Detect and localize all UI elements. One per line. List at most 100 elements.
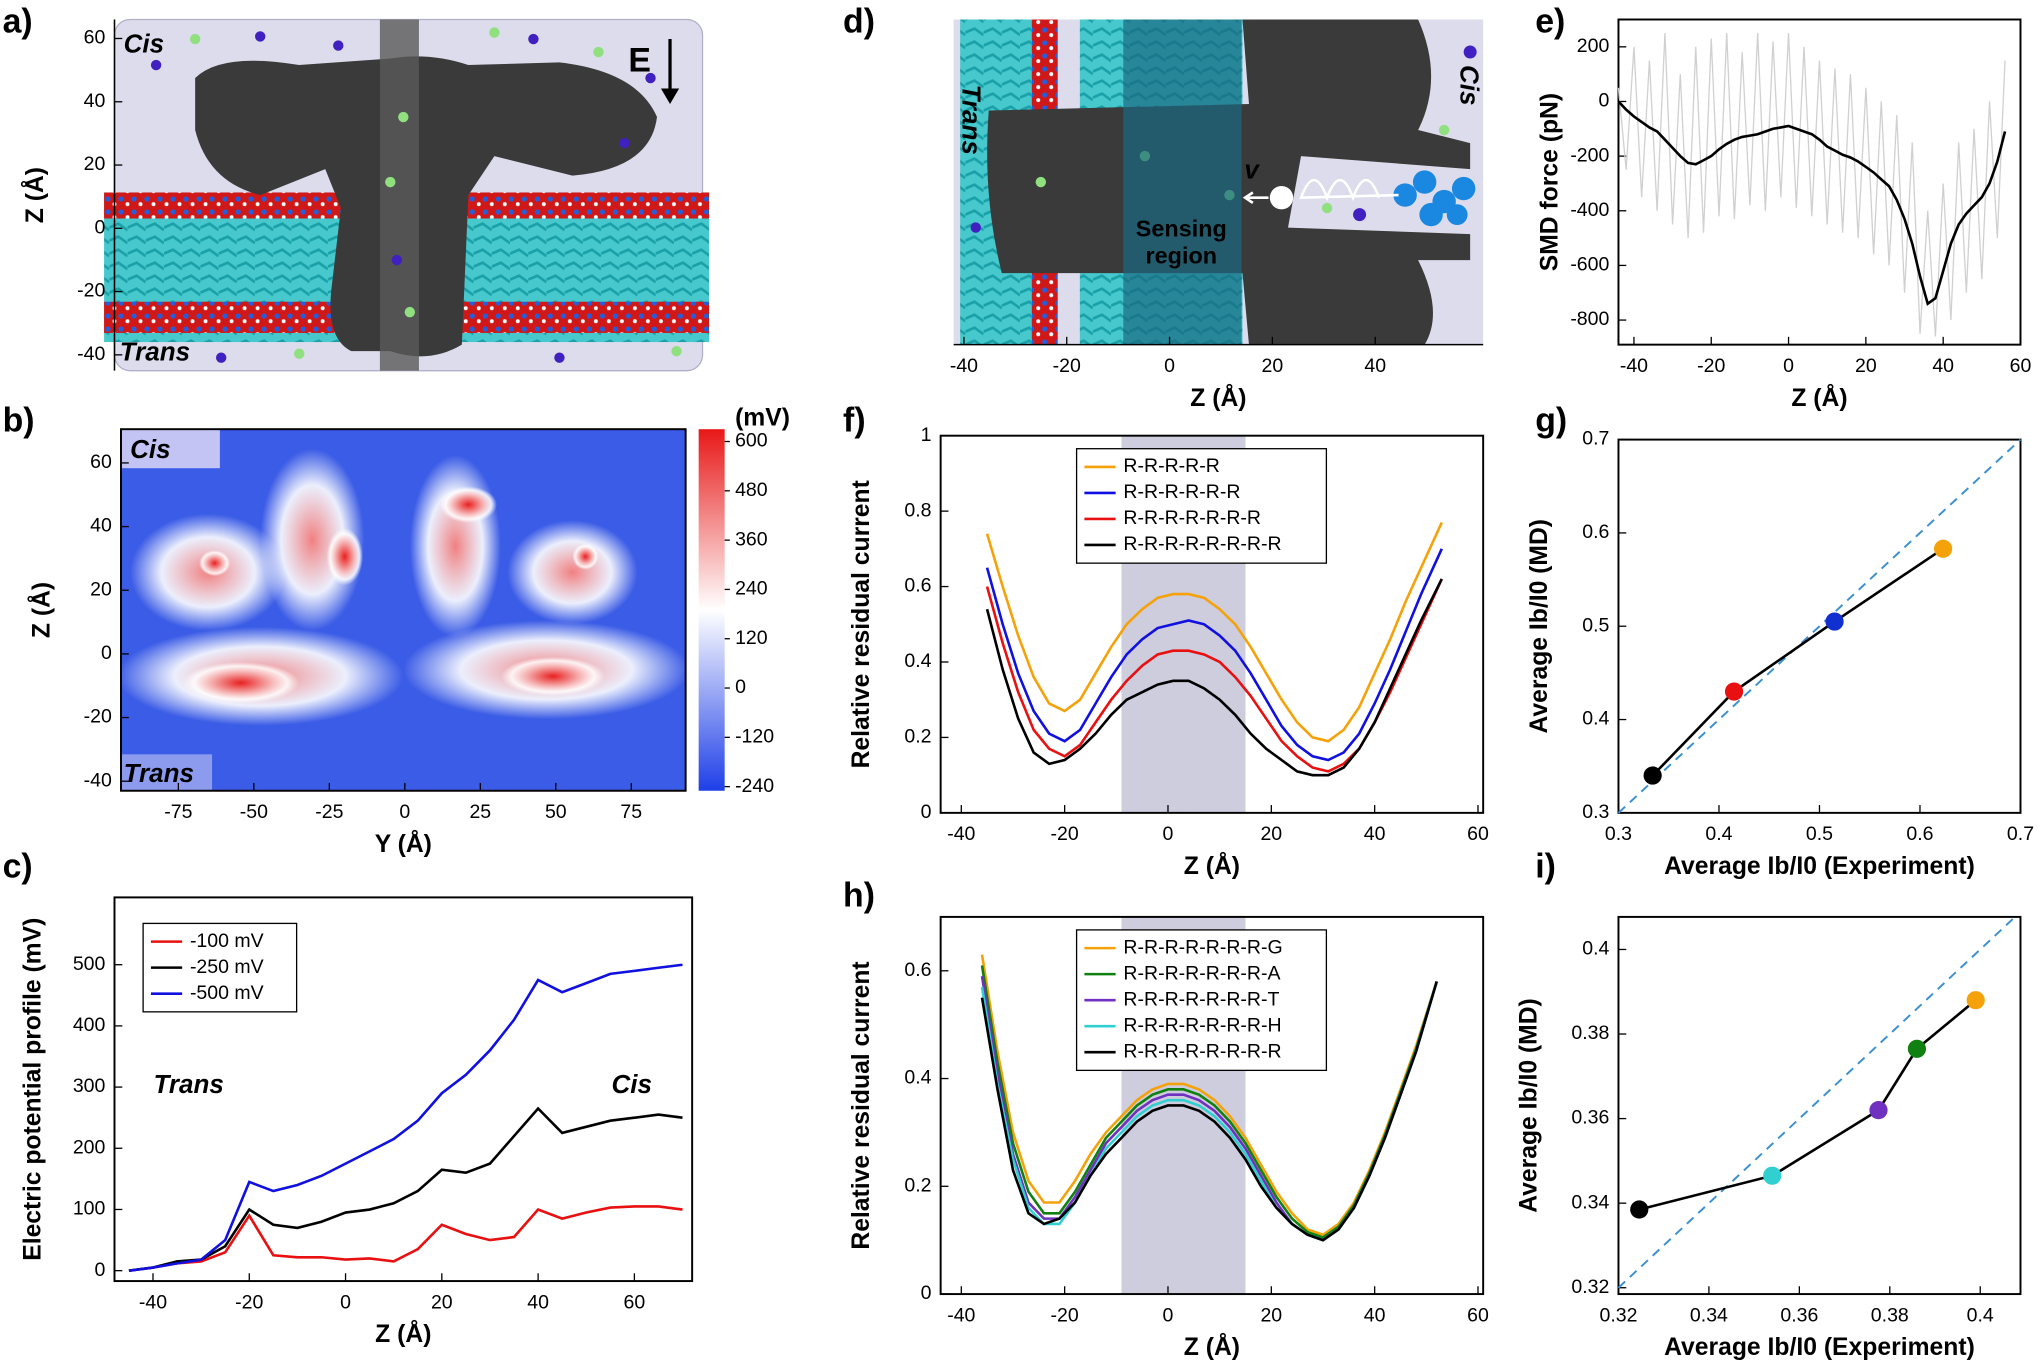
y-tick-label: 0.7 — [1582, 428, 1609, 450]
y-tick-label: -20 — [77, 280, 105, 302]
legend-label: R-R-R-R-R-R-R-H — [1123, 1014, 1281, 1036]
contour-hotspot — [199, 550, 231, 577]
y-tick-label: 400 — [73, 1014, 106, 1036]
point — [1643, 766, 1662, 785]
panel-label: d) — [843, 2, 875, 40]
series-line — [128, 1205, 683, 1272]
point — [1869, 1101, 1888, 1120]
y-tick-label: -200 — [1570, 144, 1609, 166]
y-tick-label: 0.8 — [904, 499, 931, 521]
contour-region — [507, 520, 638, 625]
y-axis-label: Relative residual current — [848, 961, 875, 1249]
pore — [379, 19, 419, 371]
protein — [195, 56, 658, 357]
x-tick-label: 0.38 — [1871, 1304, 1909, 1326]
x-tick-label: 0.36 — [1780, 1304, 1818, 1326]
x-tick-label: 0.5 — [1806, 823, 1833, 845]
x-tick-label: 40 — [1932, 355, 1954, 377]
x-tick-label: 0.34 — [1690, 1304, 1728, 1326]
x-tick-label: 0.3 — [1605, 823, 1632, 845]
x-tick-label: 0 — [1164, 355, 1175, 377]
spring — [1299, 178, 1399, 202]
plot-frame — [1617, 18, 2022, 346]
legend-label: R-R-R-R-R — [1123, 455, 1219, 477]
legend-box — [1075, 929, 1328, 1072]
y-tick-label: 60 — [84, 27, 106, 49]
x-tick-label: 50 — [545, 801, 567, 823]
y-tick-label: 0.4 — [904, 650, 931, 672]
panel-label: f) — [843, 402, 866, 440]
x-tick-label: 20 — [1262, 355, 1284, 377]
y-tick-label: 0.2 — [904, 1174, 931, 1196]
y-tick-label: 0.36 — [1571, 1107, 1609, 1129]
x-axis-label: Z (Å) — [1184, 1333, 1240, 1361]
y-tick-label: 0.4 — [1582, 938, 1609, 960]
colorbar-tick-label: 240 — [735, 578, 768, 600]
series-line — [128, 1106, 683, 1272]
x-tick-label: -40 — [947, 823, 975, 845]
y-tick-label: 0.6 — [1582, 521, 1609, 543]
y-tick-label: 0.2 — [904, 726, 931, 748]
velocity-arrow — [1242, 191, 1269, 204]
series-line — [128, 963, 683, 1272]
x-tick-label: 0.7 — [2007, 823, 2034, 845]
x-tick-label: 0.32 — [1599, 1304, 1637, 1326]
annotation: Cis — [611, 1069, 651, 1099]
colorbar-tick-label: 0 — [735, 676, 746, 698]
y-axis-label: SMD force (pN) — [1536, 93, 1563, 271]
label-box — [120, 754, 213, 791]
x-tick-label: -40 — [139, 1291, 167, 1313]
identity-line — [1617, 438, 2022, 814]
annotation: Trans — [124, 758, 194, 788]
x-tick-label: 20 — [1260, 823, 1282, 845]
x-tick-label: 0 — [1163, 1304, 1174, 1326]
annotation: E — [628, 41, 651, 79]
y-tick-label: 0.6 — [904, 959, 931, 981]
annotation: Sensing — [1136, 215, 1227, 241]
x-tick-label: -20 — [1051, 823, 1079, 845]
colorbar-tick-label: -240 — [735, 775, 774, 797]
contour-hotspot — [572, 543, 599, 570]
y-tick-label: 20 — [90, 578, 112, 600]
contour-hotspot — [439, 486, 497, 523]
annotation: Cis — [124, 28, 164, 58]
x-axis-label: Y (Å) — [375, 830, 432, 858]
y-tick-label: 0 — [921, 801, 932, 823]
legend-label: R-R-R-R-R-R-R — [1123, 507, 1261, 529]
legend-label: R-R-R-R-R-R — [1123, 481, 1240, 503]
contour-map — [117, 429, 690, 791]
y-tick-label: -40 — [84, 769, 112, 791]
y-axis-label: Electric potential profile (mV) — [19, 918, 46, 1261]
x-tick-label: -20 — [1051, 1304, 1079, 1326]
x-tick-label: -20 — [1697, 355, 1725, 377]
plot-frame — [113, 896, 694, 1283]
y-tick-label: 0 — [95, 1259, 106, 1281]
point — [1933, 539, 1953, 558]
x-tick-label: 20 — [1855, 355, 1877, 377]
y-axis-label: Z (Å) — [27, 582, 55, 638]
x-tick-label: -50 — [240, 801, 268, 823]
y-tick-label: 0.6 — [904, 575, 931, 597]
point — [1907, 1039, 1927, 1058]
y-tick-label: -20 — [84, 706, 112, 728]
annotation: Cis — [130, 434, 170, 464]
y-tick-label: 0.4 — [904, 1067, 931, 1089]
contour-hotspot — [326, 528, 363, 586]
contour-hotspot — [500, 656, 605, 696]
plot-frame — [120, 428, 687, 792]
legend-label: R-R-R-R-R-R-R-G — [1123, 936, 1282, 958]
x-axis-label: Z (Å) — [375, 1320, 431, 1348]
x-tick-label: 0 — [1163, 823, 1174, 845]
panel-label: h) — [843, 876, 875, 914]
y-tick-label: -40 — [77, 343, 105, 365]
x-tick-label: -20 — [1053, 355, 1081, 377]
colorbar — [698, 429, 725, 791]
annotation: Trans — [120, 337, 190, 367]
shaded-region — [1123, 19, 1242, 345]
panel: b) -75 -50 -25 0 25 50 75 -40 -20 0 20 40 60 Y (Å) Z (Å… — [3, 402, 790, 858]
simulation-snapshot-a — [104, 18, 710, 372]
panel: c) -40 -20 0 20 40 60 0 100 200 300 400 500 Z (Å) Elec… — [3, 848, 694, 1348]
identity-line — [1617, 916, 2016, 1289]
field-arrow-head — [660, 88, 680, 105]
